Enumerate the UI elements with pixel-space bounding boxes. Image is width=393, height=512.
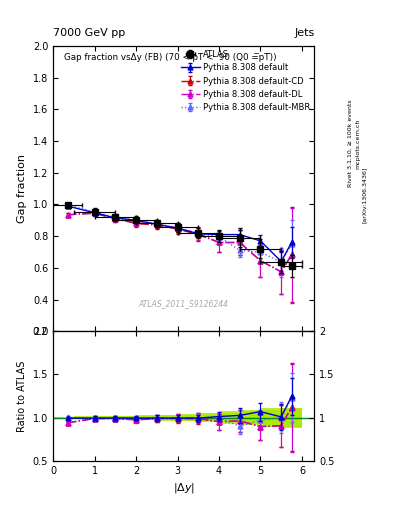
Text: [arXiv:1306.3436]: [arXiv:1306.3436] bbox=[362, 166, 367, 223]
X-axis label: $|\Delta y|$: $|\Delta y|$ bbox=[173, 481, 195, 495]
Text: mcplots.cern.ch: mcplots.cern.ch bbox=[356, 118, 361, 168]
Text: Gap fraction vsΔy (FB) (70 < pT <  90 (Q0 =̅pT̅)): Gap fraction vsΔy (FB) (70 < pT < 90 (Q0… bbox=[64, 53, 276, 62]
Text: 7000 GeV pp: 7000 GeV pp bbox=[53, 28, 125, 38]
Text: Rivet 3.1.10, ≥ 100k events: Rivet 3.1.10, ≥ 100k events bbox=[348, 99, 353, 187]
Legend: ATLAS, Pythia 8.308 default, Pythia 8.308 default-CD, Pythia 8.308 default-DL, P: ATLAS, Pythia 8.308 default, Pythia 8.30… bbox=[178, 47, 314, 115]
Text: Jets: Jets bbox=[294, 28, 314, 38]
Y-axis label: Gap fraction: Gap fraction bbox=[17, 154, 27, 223]
Text: ATLAS_2011_S9126244: ATLAS_2011_S9126244 bbox=[139, 300, 229, 308]
Y-axis label: Ratio to ATLAS: Ratio to ATLAS bbox=[17, 360, 27, 432]
